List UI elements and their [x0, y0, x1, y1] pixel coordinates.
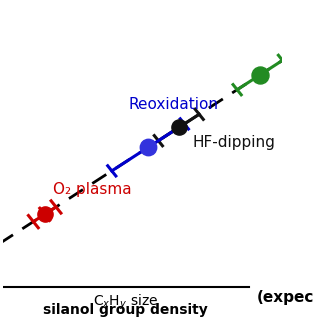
Text: (expec: (expec — [257, 291, 314, 306]
Point — [176, 125, 181, 130]
Point — [42, 212, 47, 217]
Text: C$_x$H$_y$ size: C$_x$H$_y$ size — [93, 293, 158, 312]
Text: O₂ plasma: O₂ plasma — [53, 182, 132, 197]
Text: silanol group density: silanol group density — [43, 303, 208, 317]
Point — [257, 72, 262, 77]
Text: HF-dipping: HF-dipping — [193, 135, 276, 150]
Text: Reoxidation: Reoxidation — [129, 97, 219, 112]
Point — [146, 145, 151, 150]
